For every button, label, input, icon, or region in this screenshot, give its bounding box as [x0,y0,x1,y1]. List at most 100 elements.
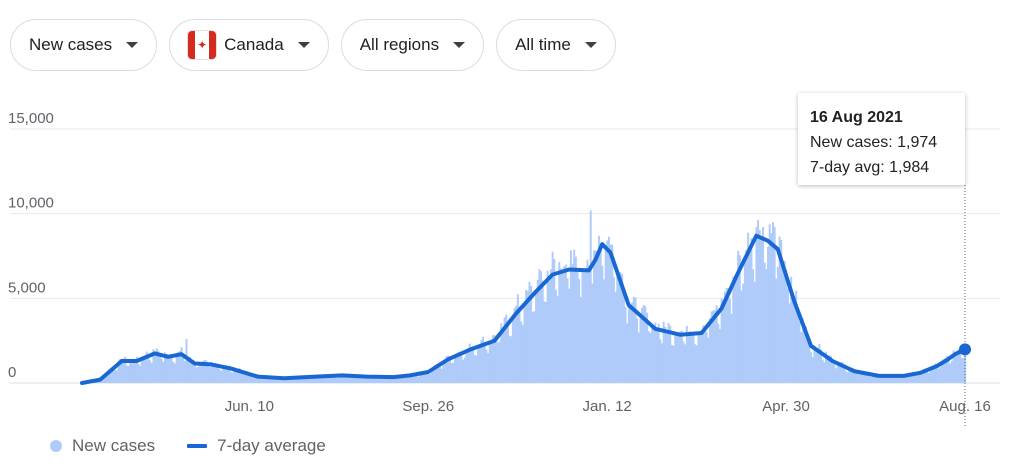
new-cases-bar [223,365,226,383]
new-cases-bar [637,332,640,383]
new-cases-bar [836,363,839,383]
new-cases-bar [110,367,113,383]
new-cases-bar [591,283,594,383]
new-cases-bar [324,377,327,383]
new-cases-bar [569,250,572,383]
new-cases-bar [603,279,605,383]
new-cases-bar [538,269,541,383]
metric-dropdown[interactable]: New cases [10,19,158,71]
new-cases-bar [243,374,246,383]
new-cases-bar [336,377,339,383]
new-cases-bar [581,268,584,383]
time-range-dropdown[interactable]: All time [496,19,616,71]
new-cases-bar [614,291,617,383]
y-tick-label: 15,000 [8,110,54,127]
new-cases-bar [318,375,321,383]
new-cases-bar [838,365,841,383]
metric-dropdown-label: New cases [29,35,113,54]
region-dropdown[interactable]: All regions [340,19,485,71]
new-cases-bar [183,360,186,383]
new-cases-bar [520,321,523,383]
new-cases-bar [405,377,408,383]
new-cases-bar [578,278,581,383]
new-cases-bar [372,376,375,383]
new-cases-bar [642,304,645,383]
new-cases-bar [437,364,440,383]
new-cases-bar [773,226,776,383]
new-cases-bar [386,376,388,383]
new-cases-bar [382,377,385,383]
new-cases-bar [220,370,223,383]
new-cases-bar [831,359,834,383]
new-cases-bar [213,363,216,383]
new-cases-bar [639,318,642,383]
new-cases-bar [879,376,882,383]
new-cases-bar [352,375,355,383]
new-cases-bar [854,371,857,383]
new-cases-bar [198,364,201,383]
new-cases-bar [513,308,516,383]
new-cases-bar [480,340,483,383]
new-cases-bar [389,375,392,383]
new-cases-bar [354,375,357,383]
new-cases-bar [490,341,493,383]
new-cases-bar [881,377,884,383]
location-dropdown[interactable]: ✦ Canada [169,19,329,71]
new-cases-bar [531,312,534,383]
new-cases-bar [710,311,713,383]
new-cases-bar [117,360,120,383]
new-cases-bar [757,219,760,383]
new-cases-bar [884,376,887,383]
new-cases-bar [306,376,309,383]
new-cases-bar [702,325,705,383]
new-cases-bar [950,360,953,383]
new-cases-bar [783,260,786,383]
new-cases-bar [568,288,571,383]
new-cases-bar [178,350,181,383]
new-cases-bar [911,373,914,383]
new-cases-bar [276,378,279,383]
average-legend-swatch [187,444,208,448]
new-cases-bar [374,375,377,383]
new-cases-bar [231,372,234,383]
new-cases-bar [130,358,133,383]
new-cases-bar [692,333,695,383]
new-cases-bar [677,335,680,383]
new-cases-bar [215,365,218,383]
new-cases-bar [273,376,276,383]
new-cases-bar [226,366,229,383]
new-cases-bar [690,332,693,383]
new-cases-bar [624,306,627,383]
new-cases-bar [369,377,372,383]
new-cases-bar [834,368,837,383]
new-cases-bar [654,322,657,383]
new-cases-bar [228,365,231,383]
new-cases-bar [743,262,746,383]
new-cases-bar [810,352,813,383]
new-cases-bar [593,250,596,383]
region-dropdown-label: All regions [359,35,440,54]
new-cases-bar [187,357,190,383]
new-cases-bar [887,375,890,383]
new-cases-bar [740,290,743,383]
new-cases-bar [149,360,152,383]
new-cases-bar [429,374,432,383]
new-cases-bar [728,298,731,383]
new-cases-bar [288,378,291,383]
new-cases-bar [462,359,465,383]
new-cases-bar [115,370,118,383]
new-cases-bar [798,321,801,383]
new-cases-bar [662,321,665,383]
new-cases-bar [936,364,938,383]
new-cases-bar [140,356,143,383]
new-cases-bar [770,233,773,383]
new-cases-bar [530,285,533,383]
new-cases-bar [556,295,559,383]
new-cases-bar [622,294,625,383]
new-cases-bar [425,372,428,383]
new-cases-bar [152,349,155,383]
new-cases-bar [940,360,943,383]
new-cases-bar [554,289,557,383]
new-cases-bar [326,376,329,383]
